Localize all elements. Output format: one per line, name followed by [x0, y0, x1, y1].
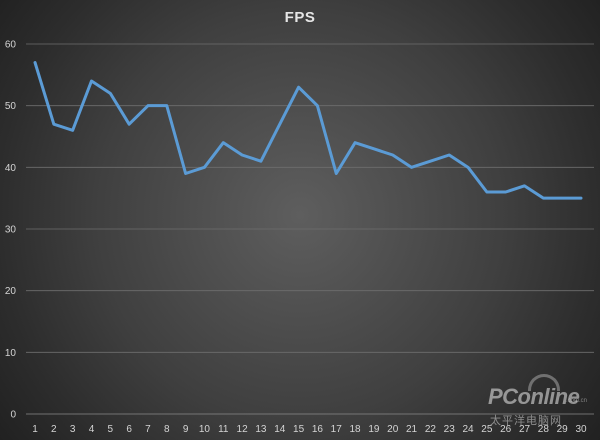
data-point: [466, 165, 470, 169]
x-tick-label: 27: [519, 424, 531, 435]
data-point: [89, 79, 93, 83]
x-tick-label: 23: [444, 424, 456, 435]
data-point: [523, 184, 527, 188]
series-layer: [33, 61, 583, 200]
x-tick-label: 25: [481, 424, 493, 435]
data-point: [297, 85, 301, 89]
y-tick-label: 10: [5, 348, 17, 359]
y-tick-label: 20: [5, 286, 17, 297]
x-tick-label: 2: [51, 424, 57, 435]
x-tick-label: 11: [218, 424, 229, 435]
data-point: [447, 153, 451, 157]
x-tick-label: 21: [406, 424, 418, 435]
x-tick-label: 4: [89, 424, 95, 435]
x-tick-label: 20: [387, 424, 399, 435]
x-tick-label: 22: [425, 424, 437, 435]
x-tick-label: 7: [145, 424, 151, 435]
data-point: [485, 190, 489, 194]
x-tick-label: 13: [255, 424, 267, 435]
x-tick-label: 5: [108, 424, 114, 435]
x-tick-label: 12: [237, 424, 249, 435]
data-point: [184, 172, 188, 176]
data-point: [334, 172, 338, 176]
data-point: [428, 159, 432, 163]
data-point: [278, 122, 282, 126]
data-point: [146, 104, 150, 108]
y-tick-label: 60: [5, 40, 17, 51]
x-tick-label: 28: [538, 424, 550, 435]
x-tick-label: 3: [70, 424, 76, 435]
x-tick-label: 30: [575, 424, 587, 435]
data-point: [410, 165, 414, 169]
data-point: [202, 165, 206, 169]
x-tick-label: 6: [126, 424, 132, 435]
y-tick-label: 30: [5, 225, 17, 236]
y-tick-label: 0: [10, 410, 16, 421]
x-tick-label: 15: [293, 424, 305, 435]
x-tick-label: 18: [350, 424, 362, 435]
data-point: [315, 104, 319, 108]
x-tick-label: 19: [368, 424, 380, 435]
x-tick-label: 9: [183, 424, 189, 435]
data-point: [579, 196, 583, 200]
x-tick-label: 1: [32, 424, 38, 435]
data-point: [372, 147, 376, 151]
data-point: [221, 141, 225, 145]
data-point: [391, 153, 395, 157]
x-tick-label: 17: [331, 424, 343, 435]
data-point: [52, 122, 56, 126]
data-point: [165, 104, 169, 108]
series-line-fps: [33, 61, 583, 200]
y-tick-label: 50: [5, 101, 17, 112]
x-tick-label: 8: [164, 424, 170, 435]
data-point: [353, 141, 357, 145]
data-point: [560, 196, 564, 200]
x-tick-label: 29: [557, 424, 569, 435]
data-point: [127, 122, 131, 126]
x-tick-label: 24: [462, 424, 474, 435]
x-tick-label: 16: [312, 424, 324, 435]
x-tick-label: 14: [274, 424, 286, 435]
y-tick-label: 40: [5, 163, 17, 174]
data-point: [108, 91, 112, 95]
data-point: [541, 196, 545, 200]
chart-title: FPS: [284, 9, 316, 26]
data-point: [240, 153, 244, 157]
data-point: [33, 61, 37, 65]
x-tick-label: 26: [500, 424, 512, 435]
data-point: [259, 159, 263, 163]
gridlines: [26, 43, 594, 415]
data-point: [71, 128, 75, 132]
data-point: [504, 190, 508, 194]
x-tick-label: 10: [199, 424, 211, 435]
